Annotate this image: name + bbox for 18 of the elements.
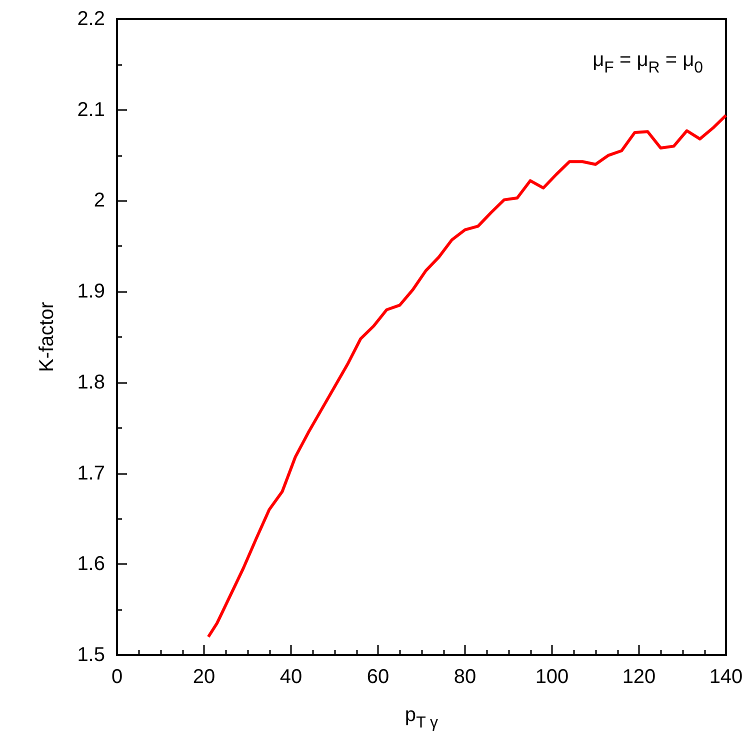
x-tick-label: 40 bbox=[280, 666, 302, 688]
y-tick-label: 1.9 bbox=[77, 280, 105, 303]
x-tick-label: 0 bbox=[111, 666, 123, 688]
x-tick-label: 120 bbox=[622, 666, 656, 688]
x-tick-label: 80 bbox=[454, 666, 476, 688]
x-tick-label: 140 bbox=[709, 666, 743, 688]
line-series bbox=[206, 114, 728, 638]
x-tick-label: 60 bbox=[366, 666, 390, 688]
x-tick-label: 20 bbox=[192, 666, 216, 688]
y-tick-label: 1.8 bbox=[77, 371, 105, 394]
y-tick-label: 1.6 bbox=[77, 553, 105, 576]
y-tick-label: 2.2 bbox=[77, 8, 105, 30]
y-tick-label: 1.7 bbox=[77, 462, 105, 484]
y-tick-label: 2.1 bbox=[77, 98, 105, 121]
x-tick-label: 100 bbox=[535, 666, 569, 688]
y-axis-title: K-factor bbox=[36, 302, 58, 372]
y-tick-label: 2 bbox=[94, 190, 105, 212]
y-tick-label: 1.5 bbox=[77, 644, 105, 666]
